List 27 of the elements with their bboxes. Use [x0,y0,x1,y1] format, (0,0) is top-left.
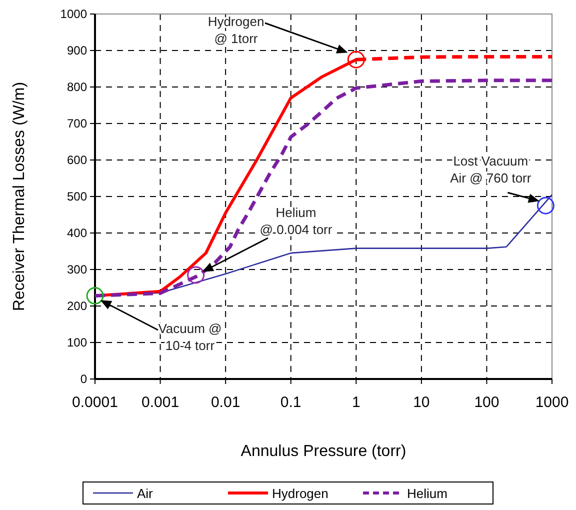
x-axis-title: Annulus Pressure (torr) [240,443,406,460]
x-tick-label: 100 [474,394,500,411]
y-tick-label: 300 [66,262,88,276]
x-tick-label: 1000 [535,394,569,411]
x-tick-label: 1 [352,394,360,411]
y-tick-label: 100 [66,336,88,350]
x-tick-label: 0.1 [280,394,302,411]
x-tick-label: 0.01 [210,394,240,411]
legend-label: Hydrogen [272,486,328,501]
y-tick-label: 900 [66,44,88,58]
x-tick-label: 0.0001 [72,394,118,411]
annotation: Vacuum @ 10-4 torr [158,321,222,353]
y-tick-label: 1000 [60,7,88,21]
y-tick-label: 400 [66,226,88,240]
annotation: Hydrogen @ 1torr [208,14,264,46]
y-tick-label: 700 [66,116,88,130]
x-tick-label: 0.001 [142,394,180,411]
annotation: Lost Vacuum Air @ 760 torr [450,154,532,186]
legend-label: Helium [407,486,448,501]
y-tick-label: 200 [66,299,88,313]
x-tick-label: 10 [413,394,430,411]
legend-label: Air [137,486,154,501]
y-tick-label: 500 [66,190,88,204]
y-tick-label: 600 [66,153,88,167]
y-axis-title: Receiver Thermal Losses (W/m) [11,82,28,312]
y-tick-label: 0 [80,372,88,386]
y-tick-label: 800 [66,80,88,94]
